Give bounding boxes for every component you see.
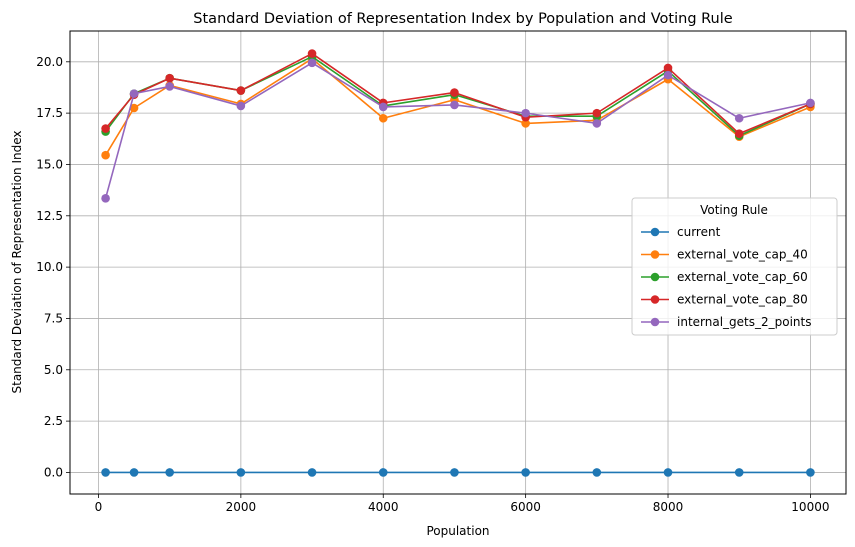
data-point-external_vote_cap_80: [734, 129, 744, 138]
data-point-internal_gets_2_points: [521, 108, 530, 118]
data-point-external_vote_cap_80: [307, 49, 317, 58]
series-line-internal_gets_2_points: [104, 62, 811, 199]
legend-swatch-marker: [650, 317, 660, 327]
data-point-external_vote_cap_80: [236, 86, 246, 95]
y-tick-label: 0.0: [44, 465, 63, 479]
data-point-external_vote_cap_80: [450, 88, 459, 97]
data-point-external_vote_cap_40: [521, 119, 530, 128]
legend-entry-external_vote_cap_40: external_vote_cap_40: [677, 248, 808, 262]
data-point-internal_gets_2_points: [806, 98, 815, 108]
data-point-external_vote_cap_40: [129, 103, 139, 113]
data-point-current: [734, 468, 744, 477]
data-point-current: [521, 468, 530, 477]
data-point-external_vote_cap_40: [101, 150, 110, 160]
data-point-current: [378, 468, 388, 477]
data-point-internal_gets_2_points: [663, 70, 673, 80]
data-point-internal_gets_2_points: [450, 100, 459, 110]
legend-entry-current: current: [677, 225, 721, 239]
y-tick-label: 7.5: [44, 311, 63, 325]
x-tick-label: 6000: [510, 500, 541, 514]
y-tick-label: 10.0: [36, 260, 63, 274]
data-point-current: [165, 468, 174, 477]
x-tick-label: 8000: [653, 500, 684, 514]
data-point-current: [806, 468, 815, 477]
data-point-internal_gets_2_points: [101, 194, 110, 203]
data-point-internal_gets_2_points: [734, 113, 744, 123]
y-tick-label: 12.5: [36, 209, 63, 223]
y-tick-label: 2.5: [44, 414, 63, 428]
data-point-external_vote_cap_80: [165, 73, 174, 83]
x-tick-label: 10000: [791, 500, 829, 514]
legend-swatch-marker: [650, 250, 660, 259]
data-point-internal_gets_2_points: [592, 119, 602, 128]
x-tick-label: 0: [95, 500, 103, 514]
legend-title: Voting Rule: [700, 203, 768, 217]
y-tick-label: 20.0: [36, 55, 63, 69]
data-point-internal_gets_2_points: [307, 58, 317, 68]
legend-swatch-marker: [650, 227, 660, 237]
x-axis-title: Population: [426, 524, 489, 538]
y-tick-label: 15.0: [36, 157, 63, 171]
legend-frame: [631, 197, 838, 336]
data-point-internal_gets_2_points: [129, 89, 139, 98]
x-tick-label: 2000: [226, 500, 257, 514]
series-line-external_vote_cap_80: [104, 52, 811, 135]
data-point-internal_gets_2_points: [165, 82, 174, 91]
axis-ticks: 0 2000 4000 6000 8000 10000 0.0 2.5 5.0 7.5 10.0 12…: [36, 55, 829, 514]
data-point-external_vote_cap_80: [663, 63, 673, 73]
legend-entry-external_vote_cap_80: external_vote_cap_80: [677, 293, 808, 307]
data-point-internal_gets_2_points: [378, 102, 388, 112]
plot-area-frame: [69, 30, 847, 495]
data-point-current: [307, 468, 317, 477]
data-point-current: [450, 468, 459, 477]
data-point-current: [592, 468, 602, 477]
data-point-internal_gets_2_points: [236, 101, 246, 111]
legend-entry-external_vote_cap_60: external_vote_cap_60: [677, 270, 808, 284]
data-point-external_vote_cap_80: [592, 108, 602, 118]
series-lines: [101, 49, 815, 477]
y-tick-label: 17.5: [36, 106, 63, 120]
x-tick-label: 4000: [368, 500, 399, 514]
y-axis-title: Standard Deviation of Representation Ind…: [10, 131, 24, 394]
y-tick-label: 5.0: [44, 363, 63, 377]
chart-title: Standard Deviation of Representation Ind…: [193, 11, 732, 27]
legend-entry-internal_gets_2_points: internal_gets_2_points: [677, 315, 812, 329]
data-point-current: [236, 468, 246, 477]
data-point-current: [663, 468, 673, 477]
legend-swatch-marker: [650, 272, 660, 282]
series-line-external_vote_cap_40: [104, 57, 811, 156]
data-point-current: [129, 468, 139, 477]
data-point-external_vote_cap_40: [378, 113, 388, 123]
data-point-external_vote_cap_80: [101, 124, 110, 133]
data-point-current: [101, 468, 110, 477]
legend: Voting Rule current external_vote_cap_40e…: [631, 197, 838, 336]
legend-swatch-marker: [650, 295, 660, 304]
